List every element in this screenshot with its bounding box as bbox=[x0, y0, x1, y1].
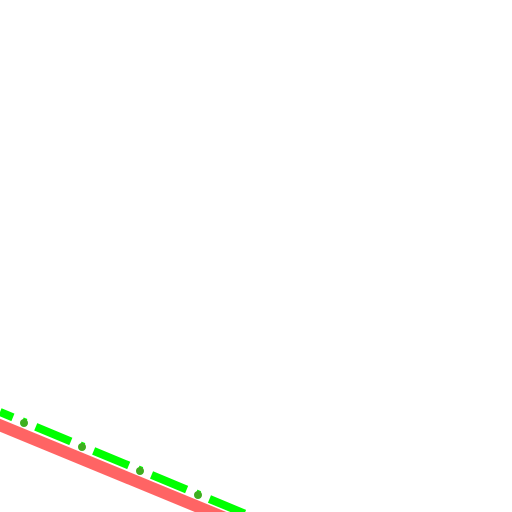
marker bbox=[136, 467, 144, 475]
red-line bbox=[0, 418, 227, 512]
marker bbox=[20, 419, 28, 427]
marker bbox=[194, 491, 202, 499]
marker bbox=[78, 443, 86, 451]
green-dash-dot-line bbox=[0, 408, 252, 512]
